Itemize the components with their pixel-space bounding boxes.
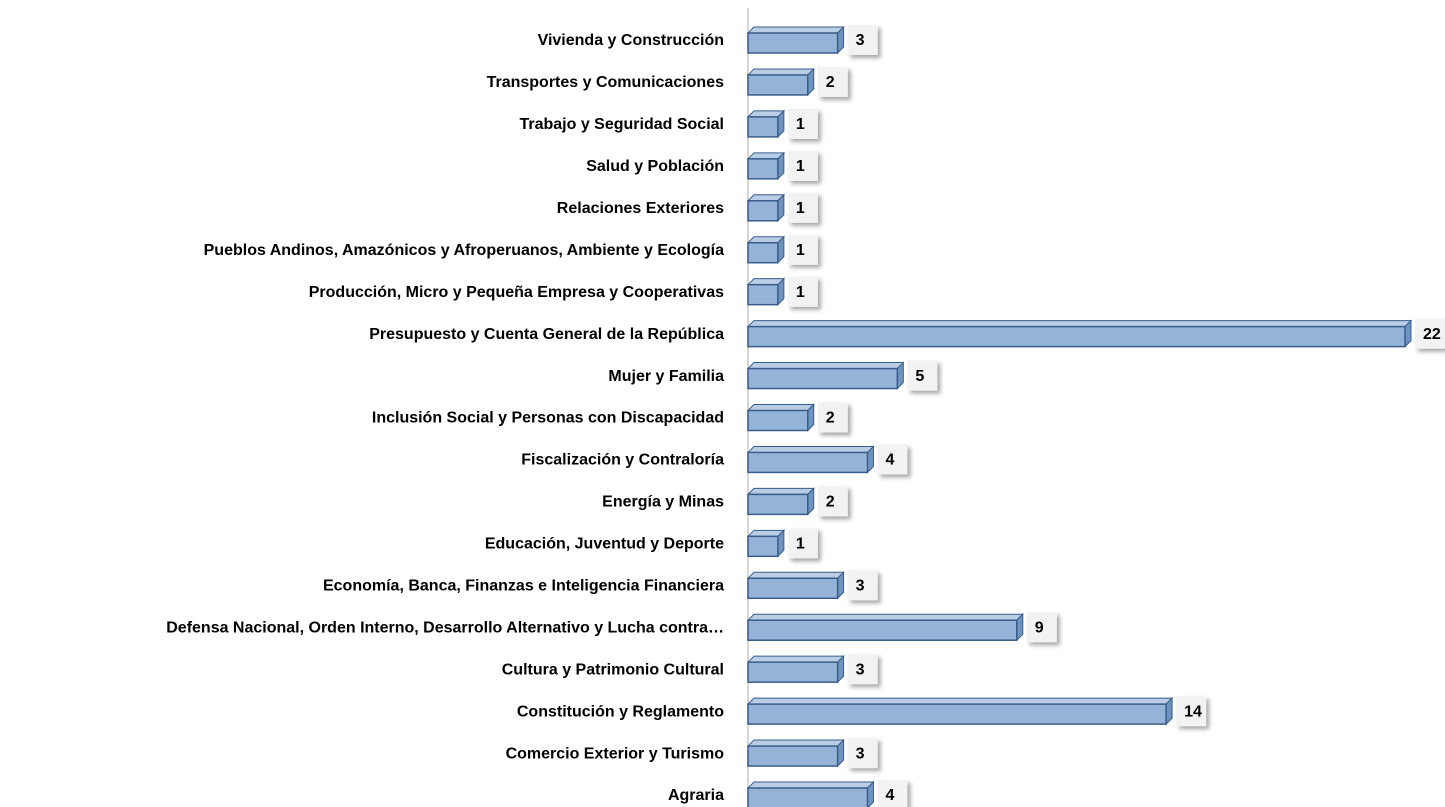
bar-top — [746, 655, 845, 663]
value-label: 4 — [885, 452, 894, 469]
value-label-box — [1026, 612, 1057, 643]
category-label: Economía, Banca, Finanzas e Inteligencia… — [323, 577, 724, 594]
value-label-box — [817, 66, 848, 97]
value-label: 1 — [796, 158, 805, 175]
value-label-box — [877, 780, 908, 807]
category-label: Transportes y Comunicaciones — [487, 74, 725, 91]
bar — [747, 703, 1167, 725]
bar-top — [746, 487, 815, 495]
value-label-box — [1176, 696, 1207, 727]
bar — [747, 535, 779, 558]
value-label-box — [847, 738, 878, 769]
value-label: 1 — [796, 536, 805, 553]
value-label: 3 — [856, 661, 865, 678]
bar — [747, 409, 809, 432]
value-label: 1 — [796, 242, 805, 259]
value-label-box — [787, 528, 818, 559]
bar-top — [746, 613, 1024, 621]
bar — [747, 32, 839, 54]
bar — [747, 283, 779, 306]
value-label-box — [787, 108, 818, 139]
value-label-box — [787, 234, 818, 265]
bar-top — [746, 739, 845, 747]
category-label: Pueblos Andinos, Amazónicos y Afroperuan… — [204, 242, 724, 259]
category-label: Salud y Población — [586, 158, 724, 175]
value-label: 22 — [1423, 326, 1441, 343]
category-label: Mujer y Familia — [608, 368, 724, 385]
category-label: Trabajo y Seguridad Social — [519, 116, 724, 133]
value-label: 2 — [826, 410, 835, 427]
bar — [747, 158, 779, 180]
value-label: 2 — [826, 74, 835, 91]
category-label: Presupuesto y Cuenta General de la Repúb… — [369, 326, 724, 343]
value-label: 9 — [1035, 619, 1044, 636]
bar-top — [746, 320, 1413, 328]
value-label: 1 — [796, 284, 805, 301]
bar-top — [746, 26, 845, 34]
category-label: Fiscalización y Contraloría — [521, 452, 724, 469]
value-label-box — [787, 150, 818, 181]
bar — [747, 787, 869, 807]
category-label: Educación, Juventud y Deporte — [485, 536, 724, 553]
bar — [747, 451, 869, 474]
value-label: 3 — [856, 32, 865, 49]
value-label: 1 — [796, 116, 805, 133]
value-label-box — [1415, 318, 1445, 349]
bar-top — [746, 404, 815, 411]
bar-top — [746, 68, 815, 76]
value-label-box — [907, 360, 938, 391]
value-label-box — [787, 192, 818, 223]
bar — [747, 116, 779, 138]
bar — [747, 325, 1406, 348]
category-label: Comercio Exterior y Turismo — [506, 745, 725, 762]
value-label: 14 — [1184, 703, 1202, 720]
category-label: Producción, Micro y Pequeña Empresa y Co… — [309, 284, 724, 301]
bar — [747, 577, 839, 600]
value-label-box — [847, 25, 878, 55]
bar — [747, 619, 1018, 641]
category-label: Energía y Minas — [602, 494, 724, 511]
bar — [747, 74, 809, 96]
bar — [747, 661, 839, 683]
bar — [747, 367, 899, 390]
category-label: Vivienda y Construcción — [538, 32, 724, 49]
bar — [747, 745, 839, 767]
bar — [747, 200, 779, 222]
value-label-box — [847, 570, 878, 601]
value-label: 3 — [856, 745, 865, 762]
value-label: 5 — [915, 368, 924, 385]
value-label-box — [877, 444, 908, 475]
bar-top — [746, 781, 875, 789]
value-label: 1 — [796, 200, 805, 217]
bar — [747, 241, 779, 264]
value-label: 4 — [885, 787, 894, 804]
value-label-box — [787, 276, 818, 307]
value-label: 3 — [856, 577, 865, 594]
value-label-box — [817, 402, 848, 433]
value-label-box — [847, 654, 878, 685]
category-label: Relaciones Exteriores — [557, 200, 724, 217]
category-label: Constitución y Reglamento — [517, 703, 724, 720]
bar-top — [746, 362, 905, 370]
value-label: 2 — [826, 494, 835, 511]
bar-top — [746, 571, 845, 579]
category-label: Cultura y Patrimonio Cultural — [502, 661, 724, 678]
bar-top — [746, 445, 875, 453]
bar-top — [746, 697, 1174, 705]
value-label-box — [817, 486, 848, 517]
category-label: Defensa Nacional, Orden Interno, Desarro… — [166, 619, 724, 636]
category-label: Inclusión Social y Personas con Discapac… — [372, 410, 724, 427]
bar — [747, 493, 809, 516]
category-label: Agraria — [668, 787, 724, 804]
